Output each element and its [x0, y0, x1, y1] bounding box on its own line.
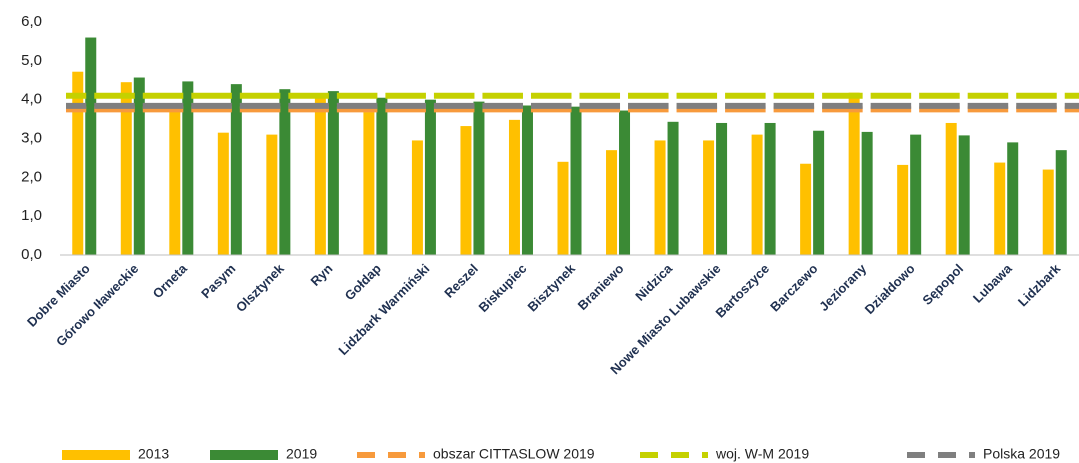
bar [897, 164, 909, 255]
bar [120, 82, 132, 255]
bar [667, 121, 679, 255]
bar [848, 92, 860, 255]
bar [619, 110, 631, 255]
y-tick-label: 3,0 [21, 129, 42, 146]
legend-label: 2019 [286, 446, 317, 462]
bar [1007, 142, 1019, 255]
x-tick-label: Górowo Iławeckie [53, 261, 141, 349]
bar [363, 112, 375, 256]
bar [910, 134, 922, 255]
bar [460, 126, 472, 255]
y-tick-label: 1,0 [21, 207, 42, 224]
bar [861, 131, 873, 255]
bar [751, 134, 763, 255]
legend-label: 2013 [138, 446, 169, 462]
x-tick-label: Olsztynek [233, 260, 288, 315]
x-tick-label: Lidzbark Warmiński [335, 261, 432, 358]
bar [85, 37, 97, 256]
legend-swatch [210, 450, 278, 460]
legend-swatch [62, 450, 130, 460]
bar [557, 161, 569, 255]
bar [800, 163, 812, 255]
bar [411, 140, 423, 255]
bar [266, 134, 278, 255]
bar [508, 119, 520, 255]
x-tick-label: Lidzbark [1015, 260, 1064, 309]
x-tick-label: Gołdap [342, 261, 384, 303]
x-tick-label: Orneta [150, 260, 191, 301]
bar [958, 135, 970, 255]
bar [133, 77, 145, 255]
y-tick-label: 6,0 [21, 13, 42, 30]
bar [279, 89, 291, 255]
bar [521, 105, 533, 255]
bar [424, 99, 436, 256]
x-tick-label: Braniewo [575, 261, 627, 313]
bar [182, 81, 194, 255]
x-tick-label: Biskupiec [475, 261, 529, 315]
x-tick-label: Ryn [307, 261, 335, 289]
bar [169, 105, 181, 255]
x-tick-label: Reszel [441, 261, 481, 301]
y-tick-label: 5,0 [21, 52, 42, 69]
bar [654, 140, 666, 255]
bar [1042, 169, 1054, 255]
x-tick-label: Sępopol [919, 261, 966, 308]
bar [376, 97, 388, 255]
x-tick-label: Działdowo [862, 261, 918, 317]
x-tick-label: Pasym [198, 261, 238, 301]
x-tick-label: Nidzica [632, 260, 675, 303]
y-tick-label: 0,0 [21, 246, 42, 263]
bar [314, 96, 326, 255]
bar [813, 130, 825, 255]
bar [327, 91, 339, 255]
x-tick-label: Bisztynek [525, 260, 579, 314]
y-tick-label: 2,0 [21, 168, 42, 185]
bar [230, 84, 242, 255]
x-tick-label: Barczewo [767, 261, 821, 315]
bar [1055, 150, 1067, 255]
bar [716, 122, 728, 255]
legend-label: woj. W-M 2019 [715, 446, 809, 462]
bar [606, 150, 618, 255]
bar [994, 162, 1006, 255]
legend-label: Polska 2019 [983, 446, 1060, 462]
bar [703, 140, 715, 255]
x-tick-label: Lubawa [970, 260, 1015, 305]
y-tick-label: 4,0 [21, 91, 42, 108]
legend-label: obszar CITTASLOW 2019 [433, 446, 595, 462]
bar [764, 122, 776, 255]
bar [473, 101, 485, 255]
bar [217, 132, 229, 255]
bar [570, 106, 582, 255]
bar [945, 122, 957, 255]
bar [72, 71, 84, 255]
